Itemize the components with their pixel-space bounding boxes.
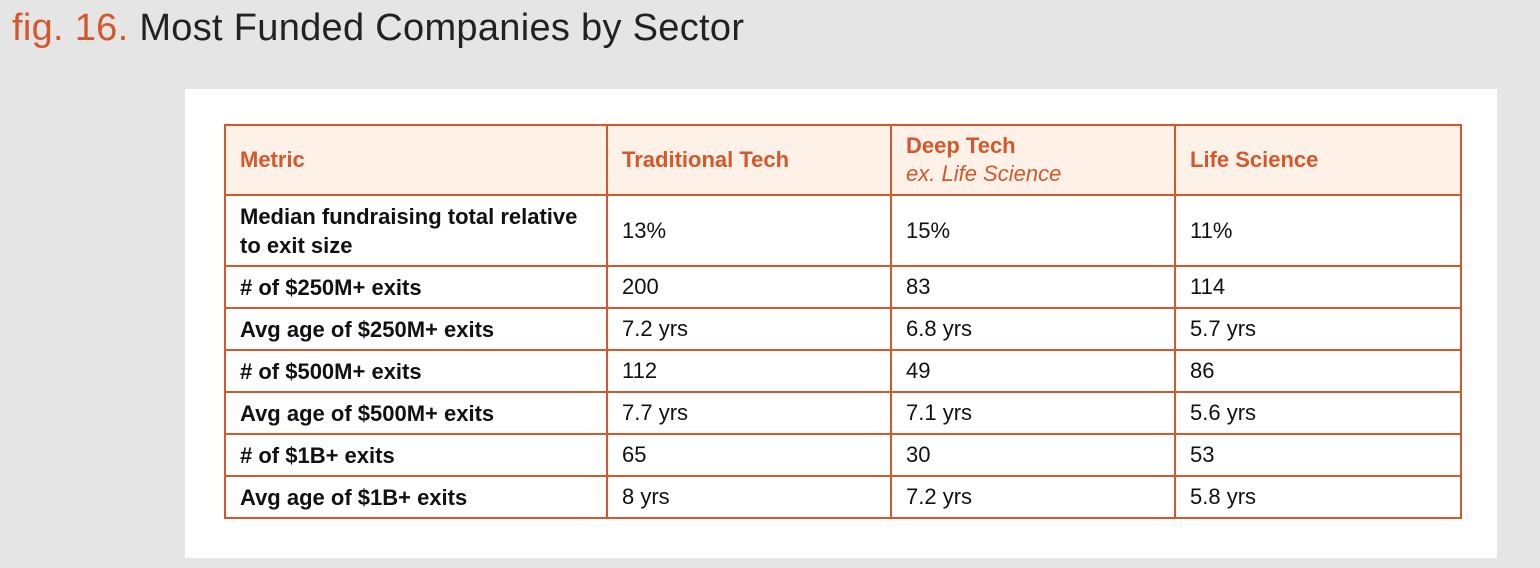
column-header-label: Deep Tech <box>906 133 1016 158</box>
table-row: Avg age of $250M+ exits 7.2 yrs 6.8 yrs … <box>224 307 1462 351</box>
column-header-label: Metric <box>240 147 305 172</box>
column-header-subtitle: ex. Life Science <box>906 161 1062 186</box>
column-header-deep-tech: Deep Tech ex. Life Science <box>890 124 1176 196</box>
table-row: Avg age of $500M+ exits 7.7 yrs 7.1 yrs … <box>224 391 1462 435</box>
cell-deep-tech: 7.2 yrs <box>890 475 1176 519</box>
table-row: Median fundraising total relative to exi… <box>224 194 1462 267</box>
column-header-label: Life Science <box>1190 147 1319 172</box>
table-row: # of $1B+ exits 65 30 53 <box>224 433 1462 477</box>
cell-traditional-tech: 13% <box>606 194 892 267</box>
metric-label: Avg age of $500M+ exits <box>224 391 608 435</box>
table-header-row: Metric Traditional Tech Deep Tech ex. Li… <box>224 124 1462 196</box>
metric-label: # of $500M+ exits <box>224 349 608 393</box>
table-row: # of $500M+ exits 112 49 86 <box>224 349 1462 393</box>
cell-deep-tech: 83 <box>890 265 1176 309</box>
figure-number: fig. 16. <box>12 7 129 49</box>
cell-life-science: 5.8 yrs <box>1174 475 1462 519</box>
cell-deep-tech: 49 <box>890 349 1176 393</box>
cell-deep-tech: 6.8 yrs <box>890 307 1176 351</box>
cell-life-science: 5.7 yrs <box>1174 307 1462 351</box>
metric-label: # of $250M+ exits <box>224 265 608 309</box>
cell-deep-tech: 15% <box>890 194 1176 267</box>
cell-traditional-tech: 200 <box>606 265 892 309</box>
cell-traditional-tech: 65 <box>606 433 892 477</box>
table-row: # of $250M+ exits 200 83 114 <box>224 265 1462 309</box>
cell-traditional-tech: 112 <box>606 349 892 393</box>
cell-traditional-tech: 7.7 yrs <box>606 391 892 435</box>
column-header-life-science: Life Science <box>1174 124 1462 196</box>
cell-traditional-tech: 7.2 yrs <box>606 307 892 351</box>
table-card: Metric Traditional Tech Deep Tech ex. Li… <box>185 89 1497 558</box>
table-row: Avg age of $1B+ exits 8 yrs 7.2 yrs 5.8 … <box>224 475 1462 519</box>
metric-label: Avg age of $1B+ exits <box>224 475 608 519</box>
cell-deep-tech: 7.1 yrs <box>890 391 1176 435</box>
cell-traditional-tech: 8 yrs <box>606 475 892 519</box>
cell-life-science: 5.6 yrs <box>1174 391 1462 435</box>
figure-title-text: Most Funded Companies by Sector <box>139 7 745 49</box>
cell-life-science: 11% <box>1174 194 1462 267</box>
figure-title: fig. 16. Most Funded Companies by Sector <box>12 6 744 50</box>
cell-life-science: 86 <box>1174 349 1462 393</box>
column-header-label: Traditional Tech <box>622 147 790 172</box>
cell-deep-tech: 30 <box>890 433 1176 477</box>
metrics-table: Metric Traditional Tech Deep Tech ex. Li… <box>224 124 1462 519</box>
metric-label: Avg age of $250M+ exits <box>224 307 608 351</box>
cell-life-science: 114 <box>1174 265 1462 309</box>
metric-label: Median fundraising total relative to exi… <box>224 194 608 267</box>
cell-life-science: 53 <box>1174 433 1462 477</box>
column-header-traditional-tech: Traditional Tech <box>606 124 892 196</box>
column-header-metric: Metric <box>224 124 608 196</box>
metric-label: # of $1B+ exits <box>224 433 608 477</box>
